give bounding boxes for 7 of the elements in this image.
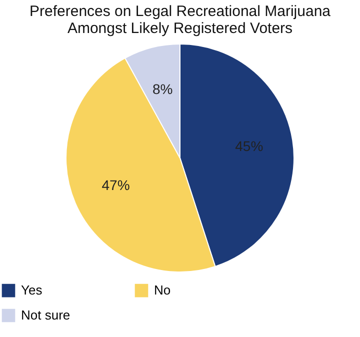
legend-label: No [154, 282, 171, 298]
data-label: 47% [102, 176, 130, 193]
legend-label: Not sure [21, 308, 70, 322]
legend-label: Yes [21, 282, 43, 298]
chart-title: Preferences on Legal Recreational Marijuana Amongst Likely Registered Voters [29, 3, 332, 37]
data-label: 8% [152, 81, 173, 98]
data-label: 45% [235, 138, 264, 154]
